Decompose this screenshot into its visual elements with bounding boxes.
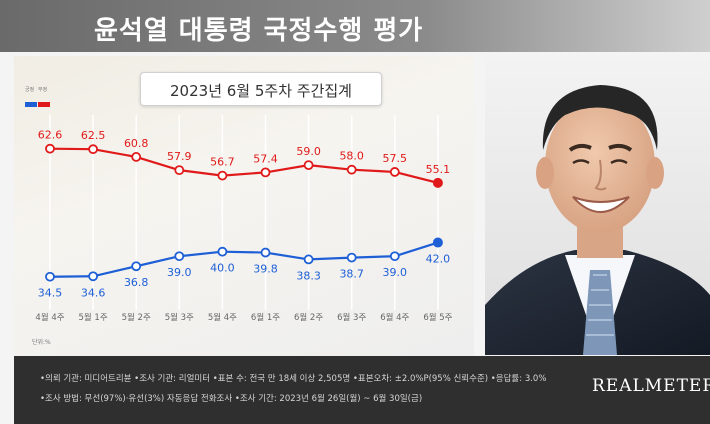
data-point (260, 247, 271, 258)
data-point (432, 237, 443, 248)
legend-approve-label: 긍정 (25, 87, 35, 93)
x-tick-label: 4월 4주 (35, 312, 64, 323)
survey-info-line1: •의뢰 기관: 미디어트리뷴 •조사 기관: 리얼미터 •표본 수: 전국 만 … (40, 374, 547, 384)
series-line (49, 241, 439, 278)
data-label: 39.8 (253, 263, 278, 276)
data-label: 55.1 (426, 163, 451, 176)
x-tick-label: 6월 4주 (380, 312, 409, 323)
data-point (303, 254, 314, 265)
x-tick-label: 6월 5주 (423, 312, 452, 323)
data-point (389, 167, 400, 177)
data-label: 56.7 (210, 156, 235, 169)
data-point (131, 152, 142, 162)
data-label: 57.5 (383, 152, 408, 165)
x-tick-label: 6월 1주 (251, 312, 280, 323)
data-point (174, 165, 185, 176)
data-label: 62.6 (38, 129, 63, 142)
data-point (45, 271, 55, 282)
title-bar: 윤석열 대통령 국정수행 평가 (0, 0, 710, 52)
legend: 긍정 부정 (25, 87, 51, 113)
unit-note: 단위:% (32, 339, 51, 346)
subtitle-box: 2023년 6월 5주차 주간집계 (140, 72, 382, 106)
data-point (303, 160, 314, 171)
data-point (217, 170, 228, 181)
chart-area (14, 56, 474, 356)
data-label: 59.0 (296, 145, 321, 158)
data-point (131, 261, 142, 272)
legend-disapprove-swatch (38, 102, 50, 107)
data-label: 34.6 (81, 286, 106, 299)
chart-subtitle: 2023년 6월 5주차 주간집계 (170, 82, 352, 100)
data-label: 62.5 (81, 129, 106, 142)
portrait-photo (485, 55, 710, 355)
x-tick-label: 6월 2주 (294, 312, 323, 323)
data-label: 58.0 (339, 150, 364, 163)
data-point (346, 164, 357, 175)
data-label: 57.4 (253, 152, 278, 165)
data-point (260, 167, 271, 178)
x-tick-label: 5월 2주 (122, 312, 151, 323)
data-point (88, 271, 98, 282)
series-line (49, 147, 439, 184)
data-label: 34.5 (38, 287, 63, 300)
footer: •의뢰 기관: 미디어트리뷴 •조사 기관: 리얼미터 •표본 수: 전국 만 … (14, 356, 710, 424)
data-label: 38.3 (296, 269, 321, 282)
data-label: 57.9 (167, 150, 192, 163)
data-point (174, 251, 185, 262)
data-point (432, 177, 443, 188)
brand-logo: REALMETER (592, 376, 710, 396)
legend-disapprove-label: 부정 (38, 87, 48, 93)
data-label: 60.8 (124, 137, 149, 150)
data-point (346, 252, 357, 263)
x-tick-label: 5월 4주 (208, 312, 237, 323)
data-label: 39.0 (167, 266, 192, 279)
legend-approve-swatch (25, 102, 37, 107)
data-point (389, 251, 400, 262)
data-point (45, 143, 55, 154)
x-tick-label: 5월 3주 (165, 312, 194, 323)
data-point (217, 246, 228, 257)
data-label: 39.0 (383, 266, 408, 279)
data-label: 42.0 (426, 253, 451, 266)
x-tick-label: 6월 3주 (337, 312, 366, 323)
data-point (88, 144, 98, 155)
x-tick-label: 5월 1주 (79, 312, 108, 323)
survey-info-line2: •조사 방법: 무선(97%)·유선(3%) 자동응답 전화조사 •조사 기간:… (40, 394, 423, 404)
data-label: 38.7 (339, 268, 364, 281)
data-label: 36.8 (124, 276, 149, 289)
data-label: 40.0 (210, 262, 235, 275)
chart-title: 윤석열 대통령 국정수행 평가 (94, 16, 424, 46)
